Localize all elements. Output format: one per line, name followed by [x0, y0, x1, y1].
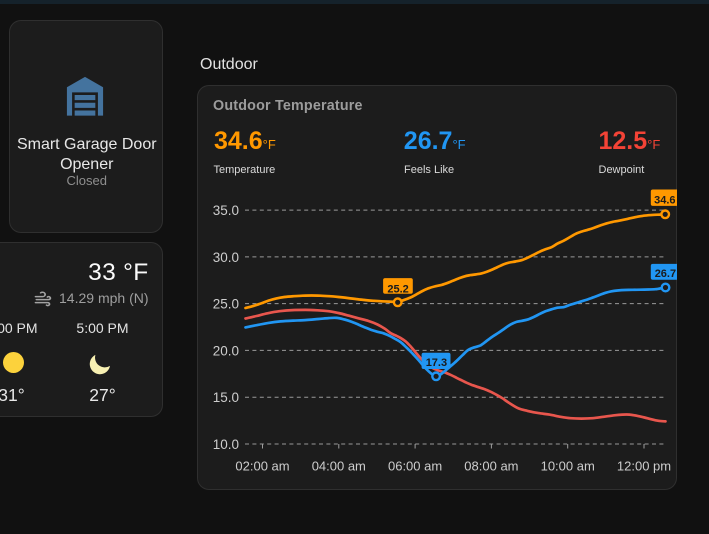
svg-text:26.7: 26.7	[654, 268, 675, 280]
svg-text:02:00 am: 02:00 am	[235, 458, 289, 473]
svg-text:30.0: 30.0	[212, 250, 238, 265]
svg-text:25.2: 25.2	[387, 283, 408, 295]
svg-text:20.0: 20.0	[212, 343, 238, 358]
svg-text:35.0: 35.0	[212, 203, 238, 218]
svg-text:08:00 am: 08:00 am	[464, 458, 518, 473]
svg-text:06:00 am: 06:00 am	[387, 458, 441, 473]
svg-text:17.3: 17.3	[425, 357, 446, 369]
svg-text:34.6: 34.6	[654, 195, 675, 207]
svg-text:04:00 am: 04:00 am	[311, 458, 365, 473]
svg-text:25.0: 25.0	[212, 297, 238, 312]
svg-text:15.0: 15.0	[212, 390, 238, 405]
svg-text:10:00 am: 10:00 am	[540, 458, 594, 473]
svg-text:12:00 pm: 12:00 pm	[616, 458, 670, 473]
svg-text:10.0: 10.0	[212, 437, 238, 452]
